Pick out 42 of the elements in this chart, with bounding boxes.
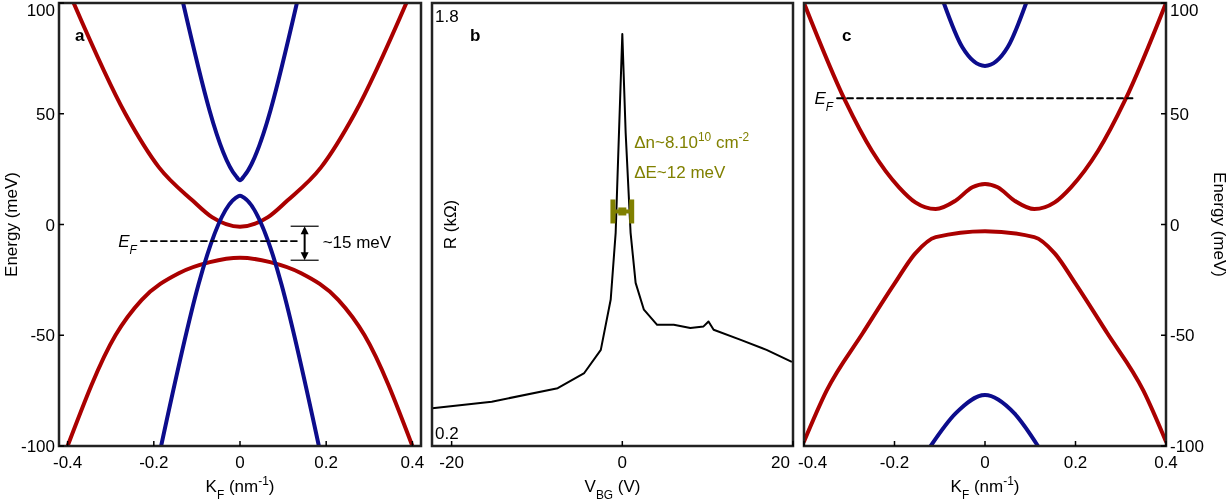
- x-tick-label: 0.2: [314, 453, 339, 472]
- x-tick-label: 0.4: [1154, 453, 1178, 472]
- y-axis-title: Energy (meV): [2, 172, 21, 277]
- line-series: [804, 3, 1166, 211]
- text: c: [842, 26, 852, 45]
- x-tick-label: -0.2: [139, 453, 169, 472]
- annotation: ΔE~12 meV: [634, 163, 727, 182]
- y-tick-label: 100: [26, 1, 55, 20]
- x-tick-label: 0.4: [400, 453, 425, 472]
- y-tick-label: 0: [45, 215, 55, 235]
- y-tick-label: -100: [20, 437, 55, 456]
- x-tick-label: -0.2: [879, 453, 910, 472]
- x-tick-label: -0.4: [52, 453, 83, 472]
- y-tick-label: 50: [36, 104, 55, 124]
- x-tick-label: 0: [235, 453, 245, 472]
- text: a: [75, 26, 85, 45]
- x-tick-label: 0.2: [1063, 453, 1088, 472]
- x-tick-label: -0.4: [798, 453, 828, 472]
- line-series: [65, 255, 415, 446]
- x-tick-label: -20: [439, 453, 464, 472]
- x-axis-title: K$_{F}$ (nm$^{-1}$): [950, 474, 1020, 502]
- x-axis-title: K$_{F}$ (nm$^{-1}$): [205, 474, 275, 502]
- line-series: [804, 229, 1166, 444]
- series-label: E$_{F}$: [814, 89, 834, 115]
- x-tick-label: 20: [771, 453, 790, 472]
- x-tick-label: 0: [980, 453, 990, 472]
- annotation: ~15 meV: [322, 233, 392, 253]
- x-axis-title: V$_{BG}$ (V): [584, 477, 641, 502]
- y2-axis-title: Energy (meV): [1210, 172, 1229, 277]
- y-tick-label: 1.8: [435, 7, 459, 27]
- y2-tick-label: 100: [1170, 1, 1199, 20]
- y2-tick-label: 50: [1170, 104, 1189, 124]
- y-tick-label: -50: [30, 326, 55, 346]
- annotation: Δn~8.10$^{10}$ cm$^{-2}$: [634, 130, 750, 152]
- y2-tick-label: 0: [1170, 215, 1180, 235]
- x-tick-label: 0: [617, 453, 628, 472]
- line-series: [71, 3, 409, 229]
- series-label: E$_{F}$: [118, 232, 138, 258]
- text: b: [470, 26, 481, 45]
- y-axis-title: R (kΩ): [441, 199, 460, 250]
- y2-tick-label: -50: [1170, 326, 1195, 346]
- y2-tick-label: -100: [1170, 437, 1205, 456]
